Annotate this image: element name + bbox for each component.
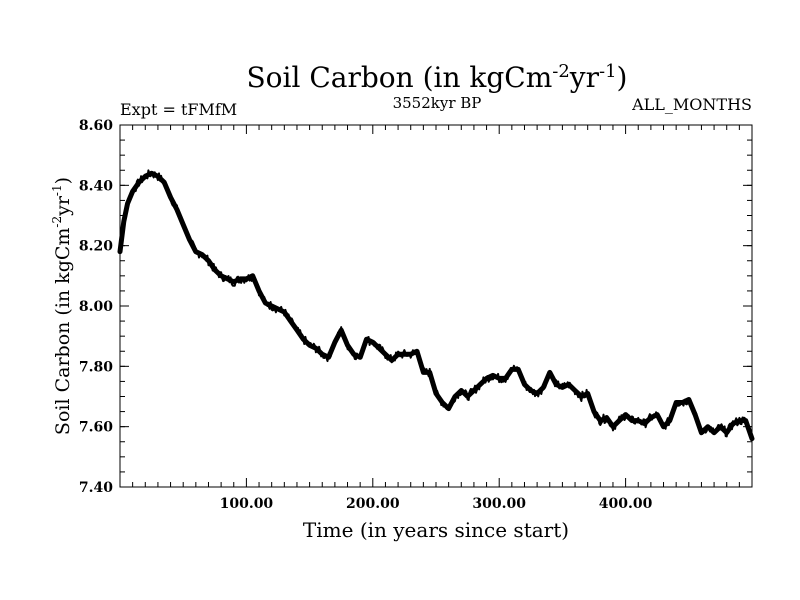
y-tick-label: 8.00	[79, 299, 113, 315]
series-line	[117, 170, 755, 442]
x-axis-label: Time (in years since start)	[303, 518, 569, 542]
x-tick-label: 200.00	[346, 496, 400, 512]
ylabel-sup1: -2	[50, 216, 64, 228]
y-tick-label: 7.40	[79, 480, 113, 496]
ylabel-end: )	[52, 177, 74, 184]
title-mid: yr	[569, 61, 600, 94]
y-tick-label: 7.60	[79, 420, 113, 436]
months-label: ALL_MONTHS	[631, 95, 752, 114]
x-tick-label: 400.00	[599, 496, 653, 512]
title-end: )	[617, 61, 628, 94]
ylabel-mid: yr	[52, 195, 74, 217]
y-tick-label: 8.60	[79, 118, 113, 134]
title-main: Soil Carbon (in kgCm	[247, 61, 553, 94]
ylabel-sup2: -1	[50, 184, 64, 196]
data-layer	[117, 169, 755, 442]
experiment-label: Expt = tFMfM	[120, 100, 237, 119]
tick-layer: 7.40 7.60 7.80 8.00 8.20 8.40 8.60 100.00 200.00…	[79, 118, 752, 512]
period-label: 3552kyr BP	[393, 94, 482, 112]
y-tick-label: 7.80	[79, 359, 113, 375]
x-tick-label: 100.00	[220, 496, 274, 512]
series-noise	[119, 169, 753, 440]
ylabel-main: Soil Carbon (in kgCm	[52, 228, 74, 435]
plot-frame	[119, 124, 753, 488]
x-tick-label: 300.00	[472, 496, 526, 512]
title-sup1: -2	[552, 61, 570, 82]
chart-title: Soil Carbon (in kgCm-2yr-1)	[247, 61, 628, 94]
y-tick-label: 8.40	[79, 178, 113, 194]
y-axis-label: Soil Carbon (in kgCm-2yr-1)	[50, 177, 74, 435]
y-tick-label: 8.20	[79, 239, 113, 255]
title-sup2: -1	[599, 61, 617, 82]
